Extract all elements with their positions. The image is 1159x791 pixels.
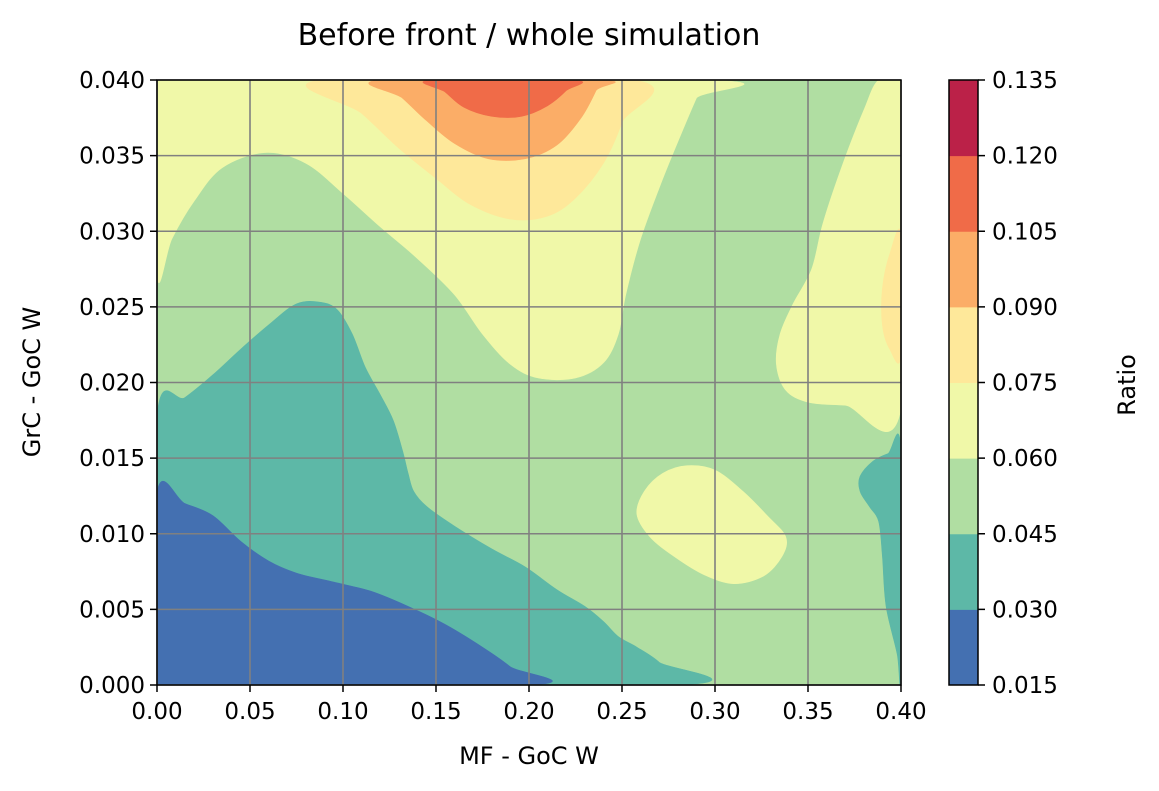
y-tick-label: 0.025	[79, 295, 145, 321]
x-tick-label: 0.40	[875, 699, 926, 725]
x-tick-label: 0.10	[317, 699, 368, 725]
contour-region-0.015-0.03-10	[157, 481, 553, 685]
colorbar-tick-label: 0.060	[992, 446, 1058, 472]
colorbar-tick-label: 0.105	[992, 219, 1058, 245]
x-tick-label: 0.15	[410, 699, 461, 725]
colorbar-bands	[949, 80, 978, 686]
x-tick-label: 0.00	[131, 699, 182, 725]
colorbar-band	[949, 609, 978, 686]
x-axis: 0.00 0.05 0.10 0.15 0.20 0.25 0.30 0.35 0.40	[131, 685, 927, 725]
x-tick-label: 0.20	[503, 699, 554, 725]
y-tick-label: 0.010	[79, 522, 145, 548]
x-tick-label: 0.30	[689, 699, 740, 725]
y-tick-label: 0.005	[79, 597, 145, 623]
contour-region-0.075-0.09-5	[881, 228, 901, 364]
chart-title: Before front / whole simulation	[298, 18, 761, 53]
y-tick-label: 0.040	[79, 68, 145, 94]
colorbar-band	[949, 155, 978, 232]
y-tick-label: 0.015	[79, 446, 145, 472]
colorbar-band	[949, 231, 978, 308]
contour-regions	[157, 80, 901, 685]
colorbar-band	[949, 533, 978, 610]
y-axis-label: GrC - GoC W	[18, 307, 46, 458]
y-tick-label: 0.020	[79, 371, 145, 397]
colorbar-band	[949, 382, 978, 459]
x-tick-label: 0.05	[224, 699, 275, 725]
colorbar-tick-label: 0.015	[992, 673, 1058, 699]
colorbar: 0.015 0.030 0.045 0.060 0.075 0.090 0.105 0.120…	[948, 68, 1141, 699]
x-axis-label: MF - GoC W	[459, 742, 599, 770]
colorbar-band	[949, 306, 978, 383]
colorbar-band	[949, 458, 978, 535]
contour-region-0.06-0.075-3	[636, 465, 787, 585]
contour-region-0.03-0.045-9	[858, 433, 901, 685]
colorbar-tick-label: 0.135	[992, 68, 1058, 94]
x-tick-label: 0.35	[782, 699, 833, 725]
y-tick-label: 0.000	[79, 673, 145, 699]
colorbar-tick-label: 0.090	[992, 295, 1058, 321]
colorbar-ticks: 0.015 0.030 0.045 0.060 0.075 0.090 0.105 0.120…	[978, 68, 1058, 699]
colorbar-band	[949, 80, 978, 157]
y-axis: 0.000 0.005 0.010 0.015 0.020 0.025 0.030 0.035…	[79, 68, 157, 699]
colorbar-tick-label: 0.120	[992, 144, 1058, 170]
colorbar-tick-label: 0.030	[992, 597, 1058, 623]
y-tick-label: 0.035	[79, 144, 145, 170]
colorbar-tick-label: 0.075	[992, 371, 1058, 397]
colorbar-label: Ratio	[1113, 354, 1141, 416]
colorbar-tick-label: 0.045	[992, 522, 1058, 548]
y-tick-label: 0.030	[79, 219, 145, 245]
contour-region-0.105-0.12-7	[422, 80, 583, 118]
plot-area	[156, 79, 902, 686]
x-tick-label: 0.25	[596, 699, 647, 725]
